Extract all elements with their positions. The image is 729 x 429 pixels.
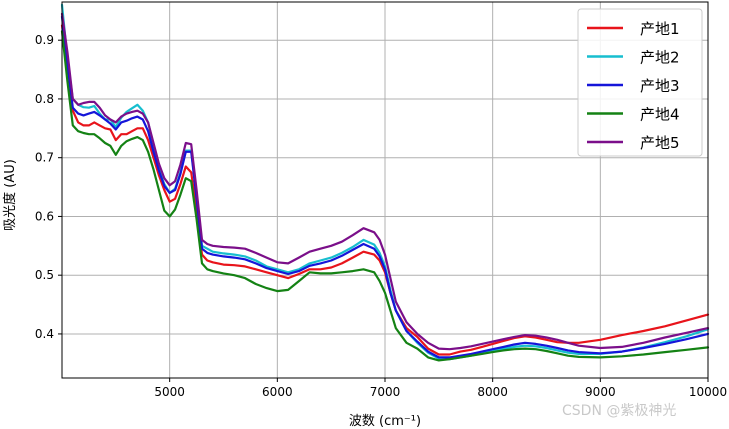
series-line-5 [60,12,710,351]
x-tick-label: 7000 [370,385,401,399]
legend-label-4: 产地4 [640,106,680,124]
x-tick-label: 6000 [262,385,293,399]
legend: 产地1 产地2 产地3 产地4 产地5 [577,8,703,157]
legend-box [577,8,703,157]
x-tick-label: 8000 [477,385,508,399]
series-line-4 [60,30,710,362]
series-lines [60,3,710,362]
y-axis: 0.4 0.5 0.6 0.7 0.8 0.9 [35,33,62,341]
legend-label-3: 产地3 [640,77,680,95]
y-tick-label: 0.9 [35,33,54,47]
x-tick-label: 10000 [689,385,727,399]
watermark: CSDN @紫极神光 [562,403,677,419]
y-tick-label: 0.7 [35,151,54,165]
legend-label-1: 产地1 [640,20,680,38]
y-axis-label: 吸光度 (AU) [2,159,18,231]
x-tick-label: 5000 [154,385,185,399]
x-axis: 5000 6000 7000 8000 9000 10000 [154,378,727,399]
x-tick-label: 9000 [585,385,616,399]
y-tick-label: 0.6 [35,209,54,223]
legend-label-5: 产地5 [640,134,680,152]
series-line-3 [60,15,710,359]
y-tick-label: 0.5 [35,268,54,282]
y-tick-label: 0.8 [35,92,54,106]
y-tick-label: 0.4 [35,327,54,341]
legend-label-2: 产地2 [640,49,680,67]
series-line-1 [60,24,710,356]
x-axis-label: 波数 (cm⁻¹) [349,414,421,429]
